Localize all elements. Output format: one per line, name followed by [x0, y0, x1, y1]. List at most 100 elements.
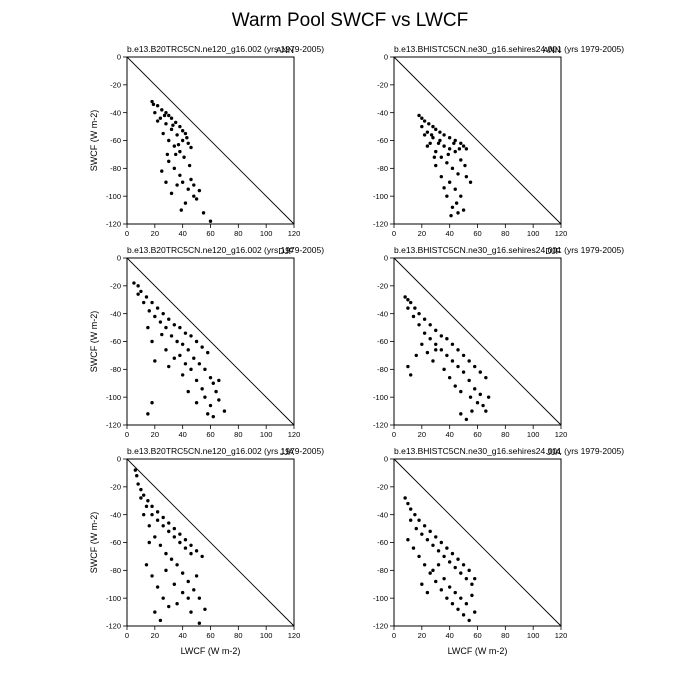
y-tick-label: -120 [373, 622, 388, 631]
data-point [461, 208, 466, 212]
data-point [425, 350, 430, 355]
data-point [147, 524, 151, 528]
data-point [425, 130, 430, 134]
data-point [179, 208, 183, 212]
data-point [175, 602, 179, 606]
data-point [425, 590, 430, 595]
x-tick-label: 20 [418, 631, 426, 640]
data-point [428, 571, 432, 575]
data-point [208, 219, 213, 223]
data-point [413, 512, 417, 517]
x-tick-label: 60 [473, 229, 481, 238]
y-tick-label: -20 [377, 80, 388, 89]
y-tick-label: -20 [110, 281, 121, 290]
data-point [180, 180, 185, 184]
data-point [436, 549, 441, 553]
x-tick-label: 100 [527, 229, 540, 238]
panel-title: b.e13.B20TRC5CN.ne120_g16.002 (yrs 1979-… [127, 245, 324, 255]
data-point [189, 334, 193, 338]
data-point [178, 353, 182, 358]
data-point [425, 144, 430, 148]
data-point [180, 590, 185, 595]
data-point [463, 163, 467, 168]
data-point [470, 409, 474, 413]
x-tick-label: 40 [178, 229, 186, 238]
data-point [436, 141, 441, 145]
y-tick-label: -100 [106, 393, 121, 402]
data-point [169, 334, 174, 338]
y-axis-label: SWCF (W m-2) [89, 311, 99, 372]
reference-line [126, 56, 295, 225]
data-point [167, 364, 171, 369]
data-point [431, 543, 435, 547]
data-point [434, 149, 438, 154]
data-point [161, 515, 165, 520]
data-point [425, 538, 430, 542]
x-tick-label: 20 [151, 229, 159, 238]
data-point [192, 194, 196, 198]
data-point [422, 331, 427, 335]
x-tick-label: 120 [288, 229, 301, 238]
data-point [200, 554, 204, 559]
data-point [203, 607, 207, 611]
data-point [434, 127, 438, 132]
data-point [187, 163, 192, 168]
data-point [468, 395, 473, 399]
data-point [473, 610, 477, 614]
data-point [453, 565, 457, 570]
data-point [484, 409, 488, 413]
data-point [445, 353, 449, 358]
y-tick-label: -60 [110, 136, 121, 145]
y-tick-label: -100 [106, 192, 121, 201]
data-point [422, 119, 427, 123]
data-point [208, 375, 213, 380]
y-tick-label: -80 [377, 164, 388, 173]
data-point [153, 359, 157, 363]
data-point [434, 535, 438, 539]
data-point [431, 568, 435, 573]
data-point [167, 317, 171, 321]
data-point [136, 292, 140, 296]
data-point [153, 314, 157, 319]
x-tick-label: 120 [555, 229, 568, 238]
data-point [192, 588, 196, 592]
data-point [442, 186, 446, 190]
data-point [174, 152, 178, 157]
x-tick-label: 40 [445, 631, 453, 640]
data-point [172, 144, 177, 148]
season-label: ANN [543, 45, 561, 55]
data-point [413, 306, 417, 310]
data-point [164, 122, 168, 126]
data-point [439, 155, 444, 159]
data-point [172, 166, 177, 171]
data-point [420, 342, 424, 346]
data-point [459, 141, 463, 145]
scatter-panel-3: 0 20 40 60 80 100 120 0 -20 -40 -60 -80 -100 -120 b.e1… [89, 245, 324, 439]
reference-line [393, 56, 562, 225]
data-point [167, 521, 171, 525]
data-point [406, 501, 410, 506]
data-point [420, 116, 424, 120]
data-point [417, 311, 421, 316]
data-point [142, 512, 146, 517]
data-point [167, 138, 171, 143]
data-point [178, 532, 182, 536]
data-point [150, 574, 154, 578]
data-point [155, 119, 160, 123]
reference-line [393, 458, 562, 627]
data-point [208, 403, 213, 408]
data-point [194, 401, 199, 405]
data-point [464, 417, 469, 422]
x-tick-label: 0 [392, 631, 396, 640]
data-point [414, 353, 418, 358]
x-tick-label: 20 [418, 229, 426, 238]
data-point [450, 602, 455, 606]
x-tick-label: 100 [527, 631, 540, 640]
data-point [442, 554, 446, 559]
data-point [161, 311, 165, 316]
data-point [447, 147, 452, 151]
data-point [456, 364, 460, 369]
data-point [478, 392, 482, 397]
data-point [172, 535, 177, 539]
data-point [171, 123, 175, 127]
